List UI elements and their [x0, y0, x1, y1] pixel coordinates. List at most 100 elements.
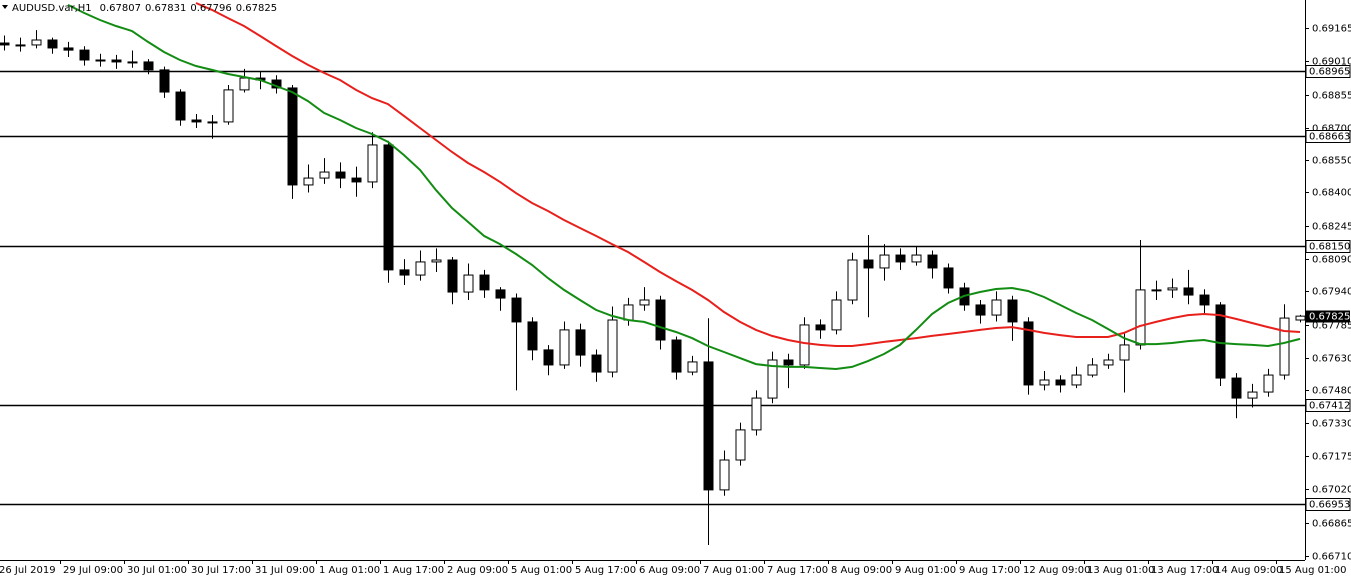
x-tick-label: 5 Aug 17:00 [575, 565, 636, 576]
symbol-label: AUDUSD.var,H1 [12, 3, 92, 14]
candle-body [543, 349, 554, 366]
candle-body [319, 171, 330, 179]
level-label-box [1305, 130, 1351, 143]
candle-body [1295, 315, 1305, 321]
x-tick-label: 30 Jul 01:00 [127, 565, 187, 576]
candle-body [943, 267, 954, 289]
level-label: 0.68150 [1309, 242, 1350, 253]
x-tick-label: 5 Aug 01:00 [511, 565, 572, 576]
level-label: 0.66953 [1309, 500, 1350, 511]
candle-body [1119, 344, 1130, 361]
candle-body [1167, 287, 1178, 291]
candle-body [895, 254, 906, 263]
candle-body [447, 259, 458, 293]
candle-body [799, 324, 810, 366]
x-tick-label: 30 Jul 17:00 [191, 565, 251, 576]
candle-body [1247, 391, 1258, 399]
candle-body [1055, 379, 1066, 386]
candle-body [223, 89, 234, 123]
menu-triangle[interactable] [2, 5, 8, 9]
header-value: 0.67825 [236, 3, 277, 14]
axes: 0.69165 0.69010 0.68855 0.68700 0.68550 0.684… [0, 24, 1351, 577]
y-tick-label: 0.67175 [1312, 452, 1351, 463]
x-tick-label: 7 Aug 17:00 [767, 565, 828, 576]
candle-body [335, 171, 346, 179]
candle-body [703, 361, 714, 491]
y-tick-label: 0.68090 [1312, 255, 1351, 266]
candle-body [239, 77, 250, 91]
moving-average [195, 2, 1301, 347]
candle-body [1103, 359, 1114, 366]
x-tick-label: 15 Aug 01:00 [1279, 565, 1346, 576]
x-tick-label: 1 Aug 01:00 [319, 565, 380, 576]
candle-body [847, 259, 858, 301]
x-tick-label: 9 Aug 01:00 [895, 565, 956, 576]
candle-body [719, 459, 730, 491]
y-tick-label: 0.68245 [1312, 222, 1351, 233]
moving-average [67, 4, 1301, 371]
x-tick-label: 9 Aug 17:00 [959, 565, 1020, 576]
candle-body [1087, 364, 1098, 376]
x-tick-label: 6 Aug 09:00 [639, 565, 700, 576]
y-tick-label: 0.67630 [1312, 354, 1351, 365]
x-tick-label: 7 Aug 01:00 [703, 565, 764, 576]
candle-body [287, 87, 298, 186]
candle-body [207, 121, 218, 124]
x-tick-label: 13 Aug 01:00 [1087, 565, 1154, 576]
header-values: 0.67807 0.67831 0.67796 0.67825 [100, 3, 277, 14]
candle-body [991, 299, 1002, 316]
candle-body [735, 429, 746, 461]
candle-body [399, 269, 410, 276]
candle-body [431, 259, 442, 263]
candle-body [415, 261, 426, 276]
candle-body [527, 321, 538, 351]
y-tick-label: 0.67785 [1312, 321, 1351, 332]
candle-body [15, 44, 26, 47]
candle-body [607, 319, 618, 373]
candle-body [591, 354, 602, 373]
candle-body [1135, 289, 1146, 346]
candle-body [1071, 374, 1082, 386]
candle-body [79, 49, 90, 61]
candle-body [575, 329, 586, 356]
x-tick-label: 31 Jul 09:00 [255, 565, 315, 576]
candle-body [511, 297, 522, 323]
level-label: 0.68663 [1309, 132, 1350, 143]
candle-body [143, 61, 154, 71]
x-tick-label: 1 Aug 17:00 [383, 565, 444, 576]
candle-body [1231, 377, 1242, 399]
candle-body [639, 299, 650, 306]
candle-body [31, 39, 42, 46]
candle-body [1183, 287, 1194, 296]
y-tick-label: 0.68550 [1312, 156, 1351, 167]
candle-body [623, 304, 634, 321]
y-tick-label: 0.68400 [1312, 188, 1351, 199]
candle-body [159, 69, 170, 93]
candle-body [175, 91, 186, 121]
candle-body [351, 177, 362, 183]
x-tick-label: 13 Aug 17:00 [1151, 565, 1218, 576]
candle-body [111, 59, 122, 63]
candle-body [0, 42, 10, 46]
candle-body [303, 177, 314, 186]
candle-body [63, 47, 74, 51]
candle-body [831, 299, 842, 331]
candle-body [687, 361, 698, 373]
candle-body [495, 289, 506, 299]
candle-body [383, 144, 394, 271]
x-tick-label: 14 Aug 09:00 [1215, 565, 1282, 576]
y-tick-label: 0.67940 [1312, 287, 1351, 298]
current-price-box [1306, 310, 1350, 323]
candle-body [863, 259, 874, 269]
x-tick-label: 26 Jul 2019 [0, 565, 56, 576]
candle-body [191, 119, 202, 123]
candle-body [911, 254, 922, 263]
y-tick-label: 0.67020 [1312, 485, 1351, 496]
candle-body [127, 61, 138, 64]
current-price-label: 0.67825 [1309, 312, 1350, 323]
y-tick-label: 0.68700 [1312, 124, 1351, 135]
header-value: 0.67796 [190, 3, 231, 14]
candle-body [463, 274, 474, 293]
